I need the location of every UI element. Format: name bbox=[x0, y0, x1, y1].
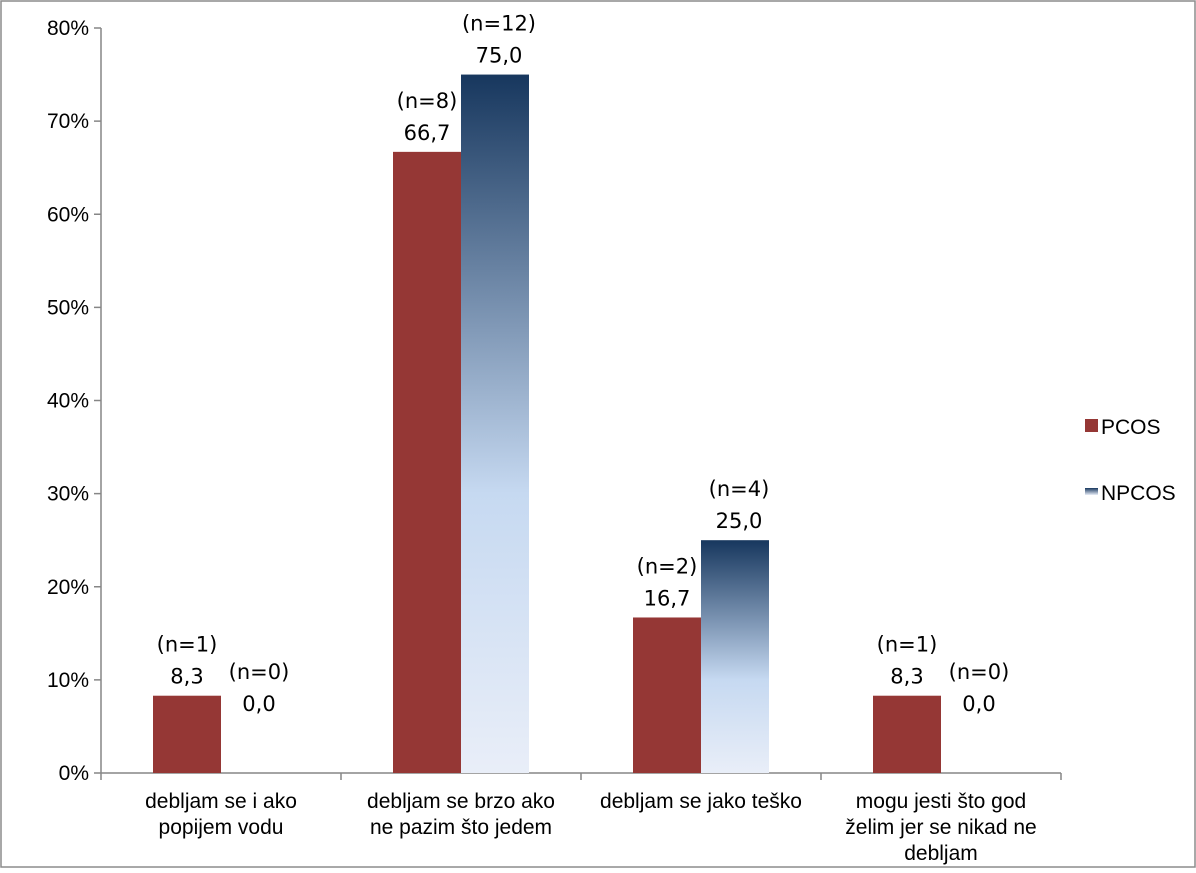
x-category-label: debljam bbox=[904, 842, 978, 865]
legend-label: NPCOS bbox=[1101, 482, 1176, 505]
x-category-label: debljam se jako teško bbox=[600, 790, 802, 813]
value-label: 0,0 bbox=[242, 692, 275, 716]
y-tick-label: 30% bbox=[47, 483, 89, 506]
bars bbox=[153, 74, 941, 773]
y-axis: 0% 10% 20% 30% 40% 50% 60% 70% 80% bbox=[47, 17, 102, 785]
bar-npcos bbox=[461, 74, 529, 773]
bar-pcos bbox=[393, 151, 461, 773]
n-label: (n=1) bbox=[157, 633, 218, 657]
bar-npcos bbox=[701, 540, 769, 773]
x-category-label: ne pazim što jedem bbox=[370, 816, 552, 839]
y-tick-label: 60% bbox=[47, 203, 89, 226]
data-labels: 8,3 (n=1) 66,7 (n=8) 16,7 (n=2) 8,3 (n=1) 0,0 (n=… bbox=[157, 12, 1010, 716]
y-tick-label: 20% bbox=[47, 576, 89, 599]
n-label: (n=12) bbox=[462, 12, 536, 36]
value-label: 16,7 bbox=[644, 586, 691, 610]
value-label: 25,0 bbox=[716, 509, 763, 533]
n-label: (n=2) bbox=[637, 554, 698, 578]
x-category-label: popijem vodu bbox=[159, 816, 284, 839]
n-label: (n=8) bbox=[397, 89, 458, 113]
legend-swatch-pcos bbox=[1085, 419, 1098, 432]
value-label: 8,3 bbox=[170, 665, 203, 689]
y-tick-label: 50% bbox=[47, 296, 89, 319]
x-category-label: debljam se brzo ako bbox=[367, 790, 555, 813]
n-label: (n=0) bbox=[229, 660, 290, 684]
x-category-label: želim jer se nikad ne bbox=[845, 816, 1036, 839]
n-label: (n=4) bbox=[709, 477, 770, 501]
y-tick-label: 10% bbox=[47, 669, 89, 692]
y-tick-label: 0% bbox=[59, 762, 89, 785]
y-tick-label: 80% bbox=[47, 17, 89, 40]
y-tick-label: 70% bbox=[47, 110, 89, 133]
value-label: 66,7 bbox=[404, 121, 451, 145]
bar-pcos bbox=[153, 695, 221, 773]
n-label: (n=0) bbox=[949, 660, 1010, 684]
legend-swatch-npcos bbox=[1085, 488, 1098, 495]
legend: PCOS NPCOS bbox=[1085, 416, 1176, 505]
value-label: 0,0 bbox=[962, 692, 995, 716]
legend-label: PCOS bbox=[1101, 416, 1161, 439]
bar-pcos bbox=[633, 617, 701, 773]
value-label: 75,0 bbox=[476, 44, 523, 68]
bar-pcos bbox=[873, 695, 941, 773]
n-label: (n=1) bbox=[877, 633, 938, 657]
value-label: 8,3 bbox=[890, 665, 923, 689]
x-category-label: debljam se i ako bbox=[145, 790, 297, 813]
y-tick-label: 40% bbox=[47, 390, 89, 413]
x-category-label: mogu jesti što god bbox=[856, 790, 1026, 813]
